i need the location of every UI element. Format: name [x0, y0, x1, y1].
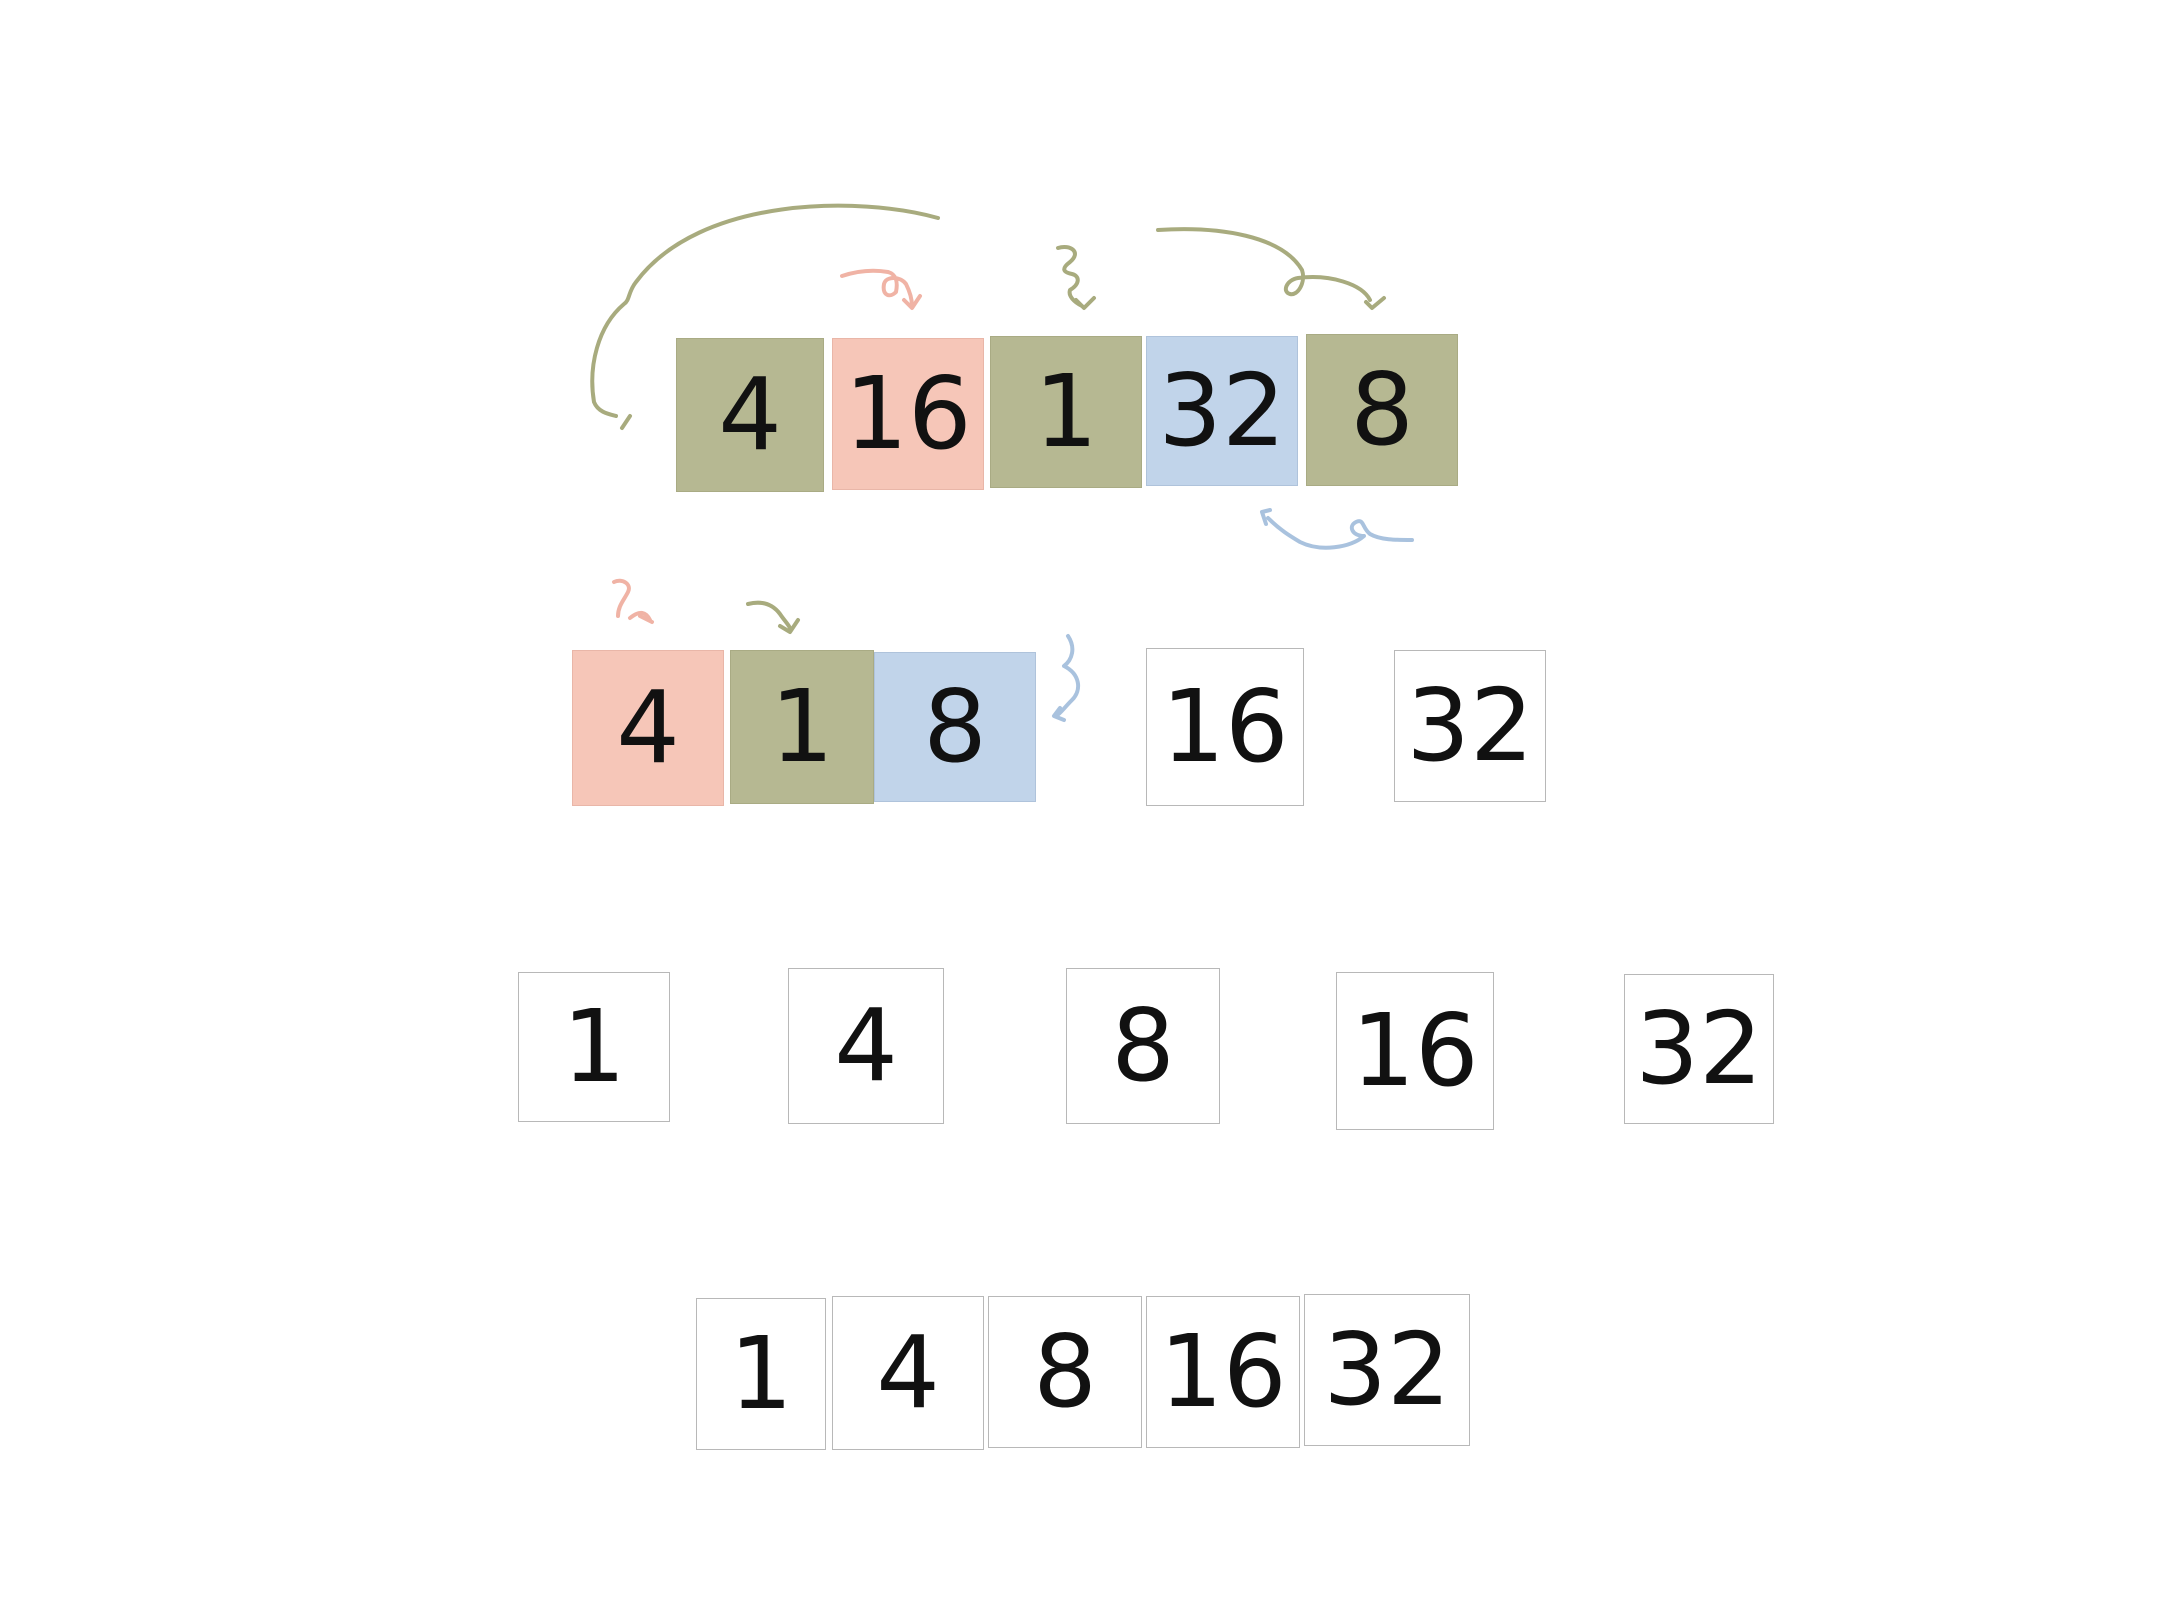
arrow-blue-row2 — [1054, 634, 1081, 718]
cell-value: 32 — [1323, 1311, 1451, 1428]
cell-value: 32 — [1406, 667, 1534, 784]
arrow-olive-right-arc — [1156, 227, 1372, 302]
arrow-olive-row2-head — [778, 618, 800, 634]
arrow-olive-squiggle — [1056, 245, 1084, 308]
cell-value: 8 — [1033, 1313, 1097, 1430]
cell-value: 8 — [923, 668, 987, 785]
cell-value: 8 — [1111, 987, 1175, 1104]
row-merged-cell-4: 32 — [1304, 1294, 1470, 1446]
arrow-pink-top-head — [902, 294, 922, 310]
cell-value: 16 — [1161, 668, 1289, 785]
row-partitioned-cell-4: 32 — [1394, 650, 1546, 802]
row-partitioned-cell-3: 16 — [1146, 648, 1304, 806]
row-input-cell-3: 32 — [1146, 336, 1298, 486]
row-input-cell-2: 1 — [990, 336, 1142, 488]
arrow-pink-row2-head — [638, 614, 654, 624]
row-merged-cell-0: 1 — [696, 1298, 826, 1450]
row-partitioned-cell-1: 1 — [730, 650, 874, 804]
cell-value: 16 — [1351, 992, 1479, 1109]
row-merged-cell-3: 16 — [1146, 1296, 1300, 1448]
cell-value: 4 — [616, 669, 680, 786]
cell-value: 16 — [844, 355, 972, 472]
cell-value: 4 — [718, 356, 782, 473]
row-partitioned-cell-0: 4 — [572, 650, 724, 806]
row-separated-cell-2: 8 — [1066, 968, 1220, 1124]
cell-value: 1 — [562, 988, 626, 1105]
arrow-olive-right-arc-head — [1364, 296, 1386, 310]
row-merged-cell-2: 8 — [988, 1296, 1142, 1448]
row-separated-cell-3: 16 — [1336, 972, 1494, 1130]
row-separated-cell-0: 1 — [518, 972, 670, 1122]
arrow-blue-bottom — [1266, 516, 1414, 550]
cell-value: 1 — [729, 1315, 793, 1432]
cell-value: 32 — [1635, 990, 1763, 1107]
cell-value: 1 — [1034, 353, 1098, 470]
cell-value: 4 — [834, 987, 898, 1104]
cell-value: 8 — [1350, 351, 1414, 468]
row-input-cell-4: 8 — [1306, 334, 1458, 486]
row-separated-cell-1: 4 — [788, 968, 944, 1124]
arrow-olive-large-arc-head — [620, 414, 632, 430]
arrow-blue-row2-head — [1052, 706, 1066, 722]
cell-value: 4 — [876, 1314, 940, 1431]
arrow-blue-bottom-head — [1260, 508, 1272, 526]
row-input-cell-0: 4 — [676, 338, 824, 492]
cell-value: 32 — [1158, 352, 1286, 469]
arrow-olive-row2 — [746, 600, 792, 630]
row-merged-cell-1: 4 — [832, 1296, 984, 1450]
row-input-cell-1: 16 — [832, 338, 984, 490]
row-partitioned-cell-2: 8 — [874, 652, 1036, 802]
cell-value: 16 — [1159, 1313, 1287, 1430]
arrow-pink-row2 — [612, 578, 652, 622]
arrow-olive-squiggle-head — [1074, 296, 1096, 310]
cell-value: 1 — [770, 668, 834, 785]
arrow-pink-top — [840, 268, 914, 308]
row-separated-cell-4: 32 — [1624, 974, 1774, 1124]
